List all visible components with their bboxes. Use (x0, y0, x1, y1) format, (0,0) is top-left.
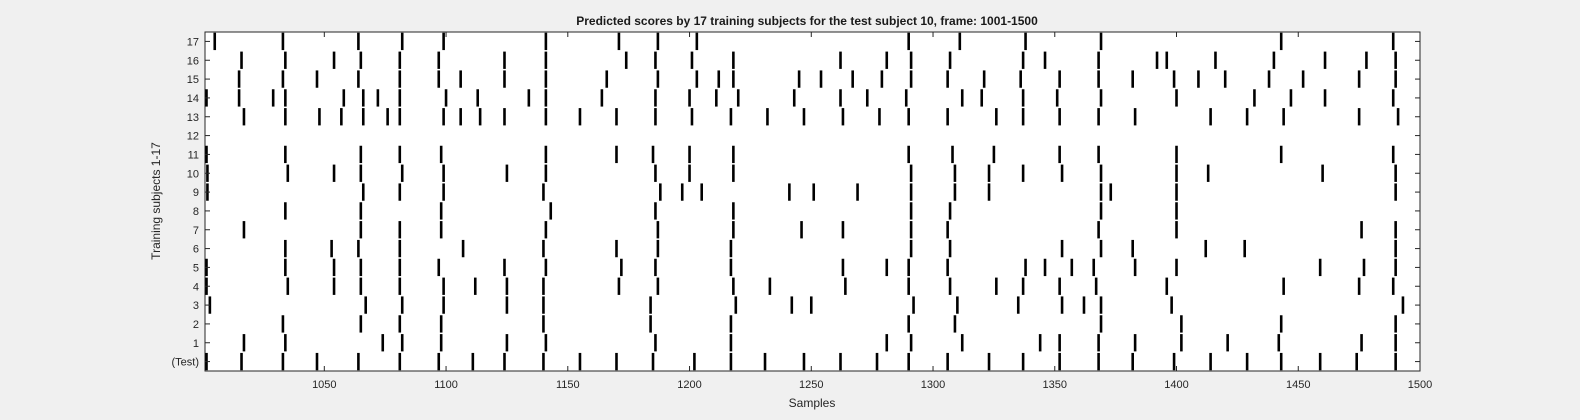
y-tick-label: 14 (187, 93, 199, 105)
x-tick-label: 1450 (1286, 379, 1310, 391)
y-tick-label: (Test) (172, 357, 200, 369)
spike-marks (205, 32, 1405, 371)
y-tick-label: 10 (187, 168, 199, 180)
y-tick-label: 17 (187, 36, 199, 48)
chart-title: Predicted scores by 17 training subjects… (576, 14, 1038, 28)
y-tick-label: 9 (193, 187, 199, 199)
x-tick-label: 1200 (677, 379, 701, 391)
plot-area (204, 31, 1421, 372)
y-tick-label: 16 (187, 55, 199, 67)
x-tick-label: 1300 (921, 379, 945, 391)
x-axis-label: Samples (789, 396, 836, 410)
x-tick-label: 1250 (799, 379, 823, 391)
x-tick-label: 1350 (1043, 379, 1067, 391)
y-tick-label: 4 (193, 281, 199, 293)
y-tick-label: 8 (193, 206, 199, 218)
x-tick-label: 1500 (1408, 379, 1432, 391)
y-tick-label: 1 (193, 338, 199, 350)
y-tick-label: 3 (193, 300, 199, 312)
x-tick-label: 1400 (1164, 379, 1188, 391)
y-tick-label: 11 (188, 149, 199, 161)
y-tick-label: 7 (193, 225, 199, 237)
y-tick-label: 13 (187, 112, 199, 124)
y-tick-label: 12 (187, 131, 199, 143)
y-tick-label: 6 (193, 244, 199, 256)
y-tick-label: 15 (187, 74, 199, 86)
y-tick-label: 5 (193, 262, 199, 274)
x-tick-label: 1050 (312, 379, 336, 391)
x-tick-label: 1100 (434, 379, 458, 391)
y-tick-label: 2 (193, 319, 199, 331)
y-axis-label: Training subjects 1-17 (149, 142, 163, 260)
x-tick-label: 1150 (556, 379, 580, 391)
x-axis: 1050 1100 1150 1200 1250 1300 1350 1400 1450 1500 (312, 32, 1432, 391)
